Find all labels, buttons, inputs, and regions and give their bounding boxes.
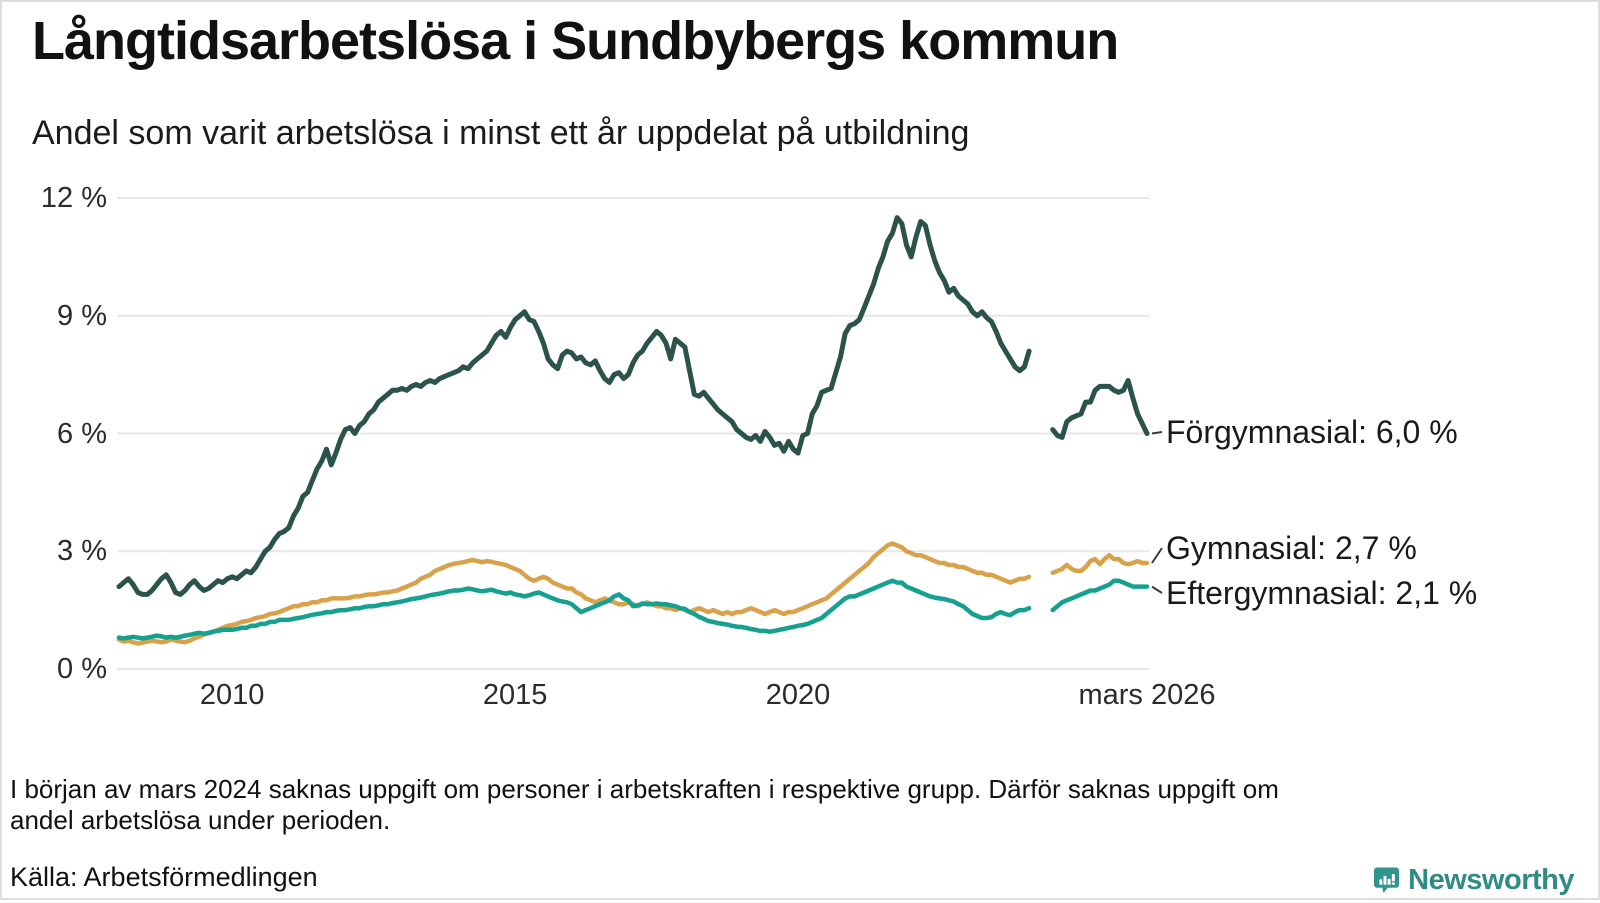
series-end-label-forgymnasial: Förgymnasial: 6,0 % bbox=[1166, 414, 1458, 450]
series-end-label-eftergymnasial: Eftergymnasial: 2,1 % bbox=[1166, 575, 1478, 611]
page-title: Långtidsarbetslösa i Sundbybergs kommun bbox=[32, 11, 1119, 71]
series-line-gymnasial bbox=[116, 541, 1150, 646]
source-credit: Källa: Arbetsförmedlingen bbox=[10, 862, 318, 892]
newsworthy-logo-text: Newsworthy bbox=[1408, 863, 1574, 896]
footnote-line1: I början av mars 2024 saknas uppgift om … bbox=[10, 774, 1279, 804]
x-tick-label: mars 2026 bbox=[1078, 679, 1216, 711]
page-subtitle: Andel som varit arbetslösa i minst ett å… bbox=[32, 114, 970, 152]
y-tick-label: 6 % bbox=[57, 417, 107, 450]
y-tick-label: 3 % bbox=[57, 535, 107, 568]
newsworthy-logo[interactable]: Newsworthy bbox=[1374, 857, 1574, 903]
y-tick-label: 12 % bbox=[40, 182, 107, 214]
label-connector-forgymnasial bbox=[1151, 431, 1163, 435]
newsworthy-icon bbox=[1374, 867, 1399, 894]
x-tick-label: 2015 bbox=[482, 679, 548, 711]
footnote: I början av mars 2024 saknas uppgift om … bbox=[10, 774, 1530, 836]
label-connector-eftergymnasial bbox=[1151, 585, 1163, 594]
x-tick-label: 2020 bbox=[765, 679, 831, 711]
series-end-label-gymnasial: Gymnasial: 2,7 % bbox=[1166, 530, 1417, 566]
label-connector-gymnasial bbox=[1151, 547, 1163, 564]
footnote-line2: andel arbetslösa under perioden. bbox=[10, 805, 391, 835]
series-line-forgymnasial bbox=[116, 215, 1150, 597]
x-tick-label: 2010 bbox=[199, 679, 265, 711]
y-tick-label: 9 % bbox=[57, 299, 107, 332]
y-tick-label: 0 % bbox=[57, 653, 107, 685]
series-line-eftergymnasial bbox=[116, 578, 1150, 641]
